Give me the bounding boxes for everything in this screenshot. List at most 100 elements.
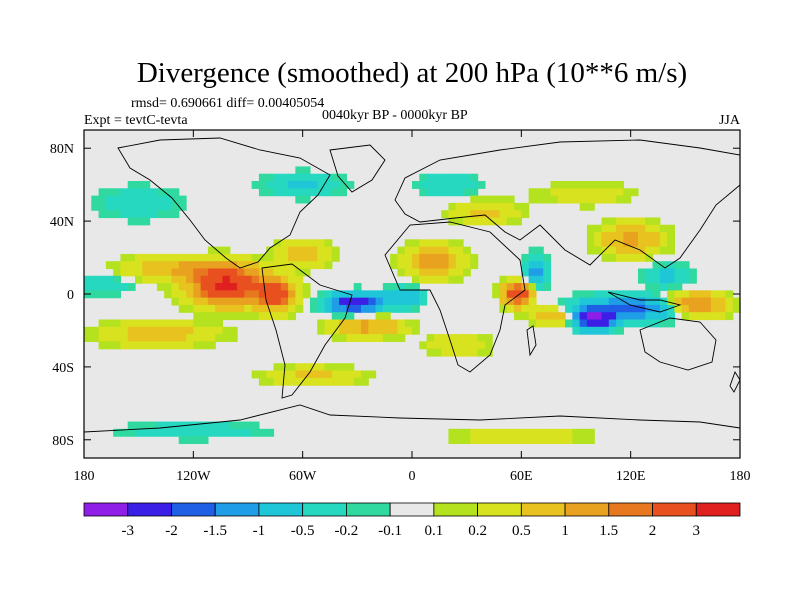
field-cell bbox=[266, 261, 275, 270]
field-cell bbox=[426, 268, 435, 277]
field-cell bbox=[258, 370, 267, 379]
field-cell bbox=[266, 246, 275, 255]
colorbar-label: 3 bbox=[693, 523, 701, 539]
field-cell bbox=[412, 290, 420, 299]
field-cell bbox=[433, 239, 442, 248]
field-cell bbox=[215, 268, 224, 277]
field-cell bbox=[258, 253, 267, 262]
field-cell bbox=[514, 283, 522, 291]
field-cell bbox=[586, 436, 595, 445]
field-cell bbox=[317, 239, 326, 248]
field-cell bbox=[142, 334, 151, 342]
field-cell bbox=[135, 341, 143, 350]
field-cell bbox=[186, 253, 194, 262]
field-cell bbox=[346, 334, 355, 342]
field-cell bbox=[222, 290, 231, 299]
field-cell bbox=[186, 304, 194, 313]
field-cell bbox=[630, 224, 639, 233]
field-cell bbox=[630, 188, 639, 197]
field-cell bbox=[251, 261, 260, 270]
field-cell bbox=[339, 297, 347, 306]
field-cell bbox=[324, 290, 333, 299]
field-cell bbox=[317, 290, 326, 299]
field-cell bbox=[652, 224, 661, 233]
y-tick-label: 40S bbox=[52, 361, 74, 376]
field-cell bbox=[193, 436, 202, 445]
field-cell bbox=[222, 261, 231, 270]
field-cell bbox=[113, 319, 122, 328]
field-cell bbox=[463, 173, 471, 182]
field-cell bbox=[594, 188, 603, 197]
field-cell bbox=[375, 319, 384, 328]
field-cell bbox=[455, 341, 464, 350]
field-cell bbox=[324, 246, 333, 255]
field-cell bbox=[135, 181, 143, 189]
field-cell bbox=[659, 239, 668, 248]
field-cell bbox=[674, 283, 683, 291]
field-cell bbox=[200, 290, 209, 299]
field-cell bbox=[302, 377, 311, 386]
field-cell bbox=[200, 283, 209, 291]
field-cell bbox=[433, 348, 442, 357]
field-cell bbox=[302, 246, 311, 255]
field-cell bbox=[499, 217, 508, 226]
field-cell bbox=[244, 312, 253, 321]
field-cell bbox=[368, 334, 377, 342]
field-cell bbox=[324, 370, 333, 379]
field-cell bbox=[193, 341, 202, 350]
field-cell bbox=[623, 246, 632, 255]
field-cell bbox=[127, 341, 136, 350]
field-cell bbox=[528, 275, 537, 284]
field-cell bbox=[404, 239, 413, 248]
field-cell bbox=[448, 202, 457, 211]
field-cell bbox=[302, 195, 311, 204]
field-cell bbox=[557, 319, 566, 328]
field-cell bbox=[535, 436, 544, 445]
field-cell bbox=[535, 428, 544, 437]
field-cell bbox=[215, 428, 224, 437]
field-cell bbox=[586, 304, 595, 313]
field-cell bbox=[135, 268, 143, 277]
field-cell bbox=[317, 261, 326, 270]
field-cell bbox=[419, 188, 428, 197]
field-cell bbox=[331, 297, 340, 306]
field-cell bbox=[674, 297, 683, 306]
field-cell bbox=[419, 341, 428, 350]
field-cell bbox=[258, 173, 267, 182]
field-cell bbox=[280, 297, 289, 306]
field-cell bbox=[586, 319, 595, 328]
field-cell bbox=[120, 283, 129, 291]
field-cell bbox=[419, 290, 428, 299]
field-cell bbox=[237, 421, 245, 430]
field-cell bbox=[331, 246, 340, 255]
field-cell bbox=[375, 326, 384, 335]
field-cell bbox=[135, 217, 143, 226]
field-cell bbox=[91, 202, 100, 211]
field-cell bbox=[681, 304, 690, 313]
field-cell bbox=[667, 312, 675, 321]
field-cell bbox=[171, 202, 180, 211]
field-cell bbox=[492, 290, 501, 299]
x-tick-label: 0 bbox=[409, 469, 416, 484]
field-cell bbox=[572, 428, 581, 437]
field-cell bbox=[441, 181, 450, 189]
field-cell bbox=[360, 290, 369, 299]
field-cell bbox=[382, 304, 391, 313]
field-cell bbox=[171, 326, 180, 335]
field-cell bbox=[623, 188, 632, 197]
field-cell bbox=[572, 195, 581, 204]
field-cell bbox=[164, 275, 173, 284]
field-cell bbox=[339, 363, 347, 372]
field-cell bbox=[98, 210, 107, 219]
field-cell bbox=[266, 297, 275, 306]
field-cell bbox=[623, 253, 632, 262]
field-cell bbox=[215, 246, 224, 255]
field-cell bbox=[659, 304, 668, 313]
field-cell bbox=[448, 246, 457, 255]
field-cell bbox=[455, 246, 464, 255]
field-cell bbox=[193, 290, 202, 299]
field-cell bbox=[120, 210, 129, 219]
field-cell bbox=[499, 202, 508, 211]
colorbar-swatch bbox=[520, 502, 566, 517]
field-cell bbox=[222, 297, 231, 306]
